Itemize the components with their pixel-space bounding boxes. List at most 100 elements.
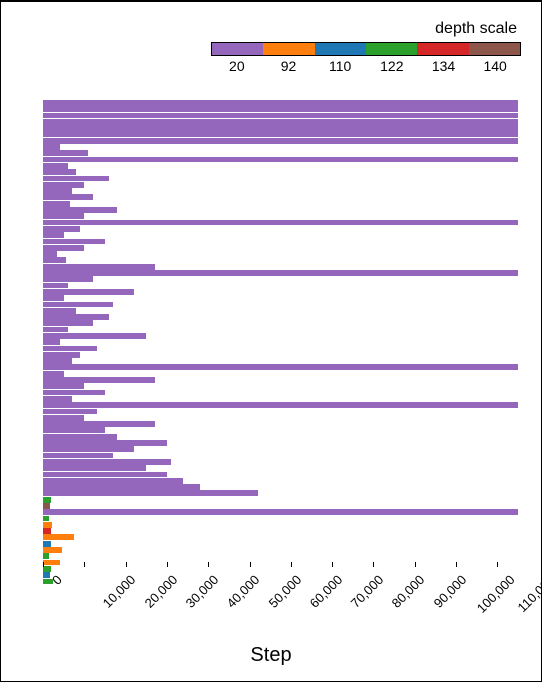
- bar: [43, 163, 68, 169]
- bars-container: [43, 100, 518, 560]
- legend-tick-label: 20: [229, 58, 245, 74]
- bar: [43, 402, 518, 408]
- xaxis-tick: [43, 562, 44, 567]
- xaxis-tick-label: 60,000: [306, 572, 345, 611]
- bar: [43, 320, 93, 326]
- legend-segment: [212, 43, 263, 55]
- bar: [43, 150, 88, 156]
- legend-segment: [366, 43, 417, 55]
- xaxis-tick-label: 80,000: [389, 572, 428, 611]
- bar: [43, 446, 134, 452]
- bar: [43, 113, 518, 119]
- bar: [43, 314, 109, 320]
- bar: [43, 364, 518, 370]
- bar: [43, 534, 74, 540]
- xaxis-tick: [497, 562, 498, 567]
- xaxis-tick-label: 40,000: [224, 572, 263, 611]
- legend-segment: [469, 43, 520, 55]
- bar: [43, 270, 518, 276]
- bar: [43, 472, 167, 478]
- bar: [43, 106, 518, 112]
- xaxis-tick-label: 70,000: [348, 572, 387, 611]
- bar: [43, 339, 60, 345]
- legend-tick-label: 134: [432, 58, 455, 74]
- xaxis-tick: [126, 562, 127, 567]
- xaxis-tick-label: 10,000: [100, 572, 139, 611]
- xaxis-tick: [167, 562, 168, 567]
- xaxis-tick: [291, 562, 292, 567]
- bar: [43, 194, 93, 200]
- bar: [43, 100, 518, 106]
- bar: [43, 528, 51, 534]
- bar: [43, 333, 146, 339]
- legend-tick-label: 110: [329, 58, 351, 74]
- bar: [43, 251, 57, 257]
- bar: [43, 459, 171, 465]
- xaxis-tick-labels: 0 10,00020,00030,00040,00050,00060,00070,…: [43, 568, 518, 638]
- legend-tick-labels: 20 92 110 122 134 140: [211, 56, 521, 74]
- bar: [43, 352, 80, 358]
- bar: [43, 138, 518, 144]
- bar: [43, 453, 113, 459]
- xaxis-tick-label: 100,000: [474, 572, 518, 616]
- bar: [43, 220, 518, 226]
- xaxis-tick-label: 90,000: [430, 572, 469, 611]
- bar: [43, 302, 113, 308]
- bar: [43, 509, 518, 515]
- xaxis-tick-label: 50,000: [265, 572, 304, 611]
- bar: [43, 547, 62, 553]
- legend-title: depth scale: [211, 20, 521, 38]
- bar: [43, 144, 60, 150]
- bar: [43, 169, 76, 175]
- legend-segment: [417, 43, 468, 55]
- legend: depth scale 20 92 110 122 134 140: [211, 20, 521, 74]
- bar: [43, 125, 518, 131]
- xaxis-tick: [415, 562, 416, 567]
- bar: [43, 157, 518, 163]
- bar: [43, 434, 117, 440]
- bar: [43, 264, 155, 270]
- xaxis-tick-label: 110,000: [515, 572, 542, 615]
- bar: [43, 516, 49, 522]
- bar: [43, 276, 93, 282]
- xaxis-tick-label: 20,000: [141, 572, 180, 611]
- bar: [43, 377, 155, 383]
- bar: [43, 176, 109, 182]
- bar: [43, 213, 84, 219]
- bar: [43, 308, 76, 314]
- bar: [43, 188, 72, 194]
- legend-segment: [315, 43, 366, 55]
- bar: [43, 390, 105, 396]
- bar: [43, 226, 80, 232]
- bar: [43, 289, 134, 295]
- bar: [43, 295, 64, 301]
- bar: [43, 358, 72, 364]
- bar: [43, 245, 84, 251]
- bar: [43, 484, 200, 490]
- bar: [43, 207, 117, 213]
- xaxis-tick: [84, 562, 85, 567]
- bar: [43, 182, 84, 188]
- bar: [43, 465, 146, 471]
- bar: [43, 427, 105, 433]
- xaxis-title: Step: [1, 644, 541, 667]
- legend-tick-label: 140: [483, 58, 506, 74]
- bar: [43, 201, 70, 207]
- bar: [43, 396, 72, 402]
- xaxis-tick-label: 30,000: [183, 572, 222, 611]
- xaxis-tick: [373, 562, 374, 567]
- bar: [43, 283, 68, 289]
- legend-color-bar: [211, 42, 521, 56]
- legend-tick-label: 122: [380, 58, 403, 74]
- bar: [43, 232, 64, 238]
- legend-tick-label: 92: [281, 58, 297, 74]
- bar: [43, 383, 84, 389]
- bar: [43, 421, 155, 427]
- plot-area: [43, 100, 518, 560]
- legend-segment: [263, 43, 314, 55]
- xaxis-tick-label: 0: [49, 572, 65, 588]
- bar: [43, 239, 105, 245]
- xaxis-tick: [250, 562, 251, 567]
- bar: [43, 415, 84, 421]
- xaxis-tick: [332, 562, 333, 567]
